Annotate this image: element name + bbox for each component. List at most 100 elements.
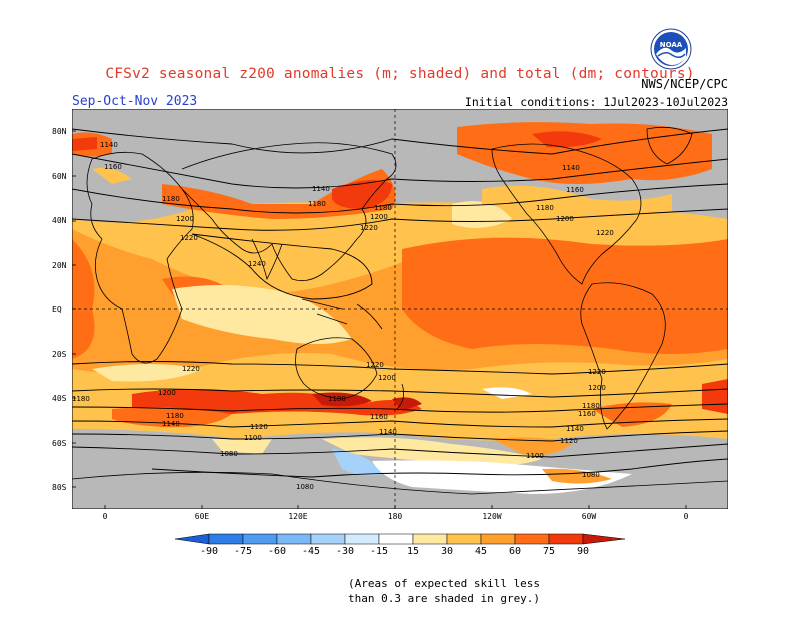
coastlines [72,126,728,495]
legend-swatch [446,533,482,545]
anomaly-15-region [92,201,512,382]
legend-label: -75 [233,546,253,557]
lat-label: 80S [52,483,67,492]
legend-label: 15 [406,546,420,557]
anomaly-nh-75-region [72,131,602,209]
lon-label: 0 [102,512,108,521]
contour-label: 1200 [378,374,396,382]
lat-label: 20S [52,350,67,359]
chart-title: CFSv2 seasonal z200 anomalies (m; shaded… [105,66,695,82]
skill-note-line: (Areas of expected skill less [348,577,541,590]
contour-label: 1160 [578,410,596,418]
lon-label: 120E [288,512,308,521]
contour-label: 1220 [360,224,378,232]
lon-label: 180 [387,512,403,521]
legend-label: -15 [369,546,389,557]
contour-label: 1240 [248,260,266,268]
contour-labels: 1140 1160 1180 1200 1220 1240 1140 1180 … [72,141,614,491]
legend-label: -45 [301,546,321,557]
contour-label: 1200 [176,215,194,223]
lat-label: 20N [52,261,67,270]
legend-swatch [514,533,550,545]
contour-label: 1220 [182,365,200,373]
lat-label: 80N [52,127,67,136]
skill-note: (Areas of expected skill less than 0.3 a… [348,576,548,606]
antarctic-white-region [372,387,632,494]
contour-label: 1220 [180,234,198,242]
contour-label: 1140 [100,141,118,149]
lon-label: 60W [581,512,597,521]
legend-label: -90 [199,546,219,557]
lon-label: 120W [482,512,502,521]
legend-label: 90 [576,546,590,557]
legend-swatch [378,533,414,545]
lat-label: EQ [52,305,62,314]
contour-label: 1180 [166,412,184,420]
anomaly-sh-60-region [112,402,672,428]
contour-label: 1120 [250,423,268,431]
anomaly-sh-15-region [212,437,542,466]
contour-label: 1200 [556,215,574,223]
contour-label: 1140 [379,428,397,436]
contour-label: 1180 [328,395,346,403]
contour-label: 1220 [366,361,384,369]
contour-label: 1140 [562,164,580,172]
contour-label: 1180 [72,395,90,403]
contour-label: 1160 [104,163,122,171]
legend-label: -30 [335,546,355,557]
legend-swatch [344,533,380,545]
lon-label: 0 [683,512,689,521]
color-legend [175,533,626,545]
contour-label: 1200 [158,389,176,397]
legend-label: 60 [508,546,522,557]
contour-label: 1180 [308,200,326,208]
legend-swatch [276,533,312,545]
legend-swatch [242,533,278,545]
contour-label: 1100 [526,452,544,460]
anomaly-sh-75-region [132,379,728,416]
legend-label: 45 [474,546,488,557]
contour-label: 1160 [566,186,584,194]
legend-swatch [480,533,516,545]
anomaly-map: 1140 1160 1180 1200 1220 1240 1140 1180 … [72,109,728,509]
contour-label: 1180 [536,204,554,212]
anomaly-sh-90-region [312,392,422,411]
initial-conditions-label: Initial conditions: 1Jul2023-10Jul2023 [464,95,728,109]
legend-swatch [582,533,626,545]
contour-label: 1140 [312,185,330,193]
contour-label: 1120 [560,437,578,445]
contour-label: 1200 [370,213,388,221]
height-contours [72,128,728,478]
axis-ticks [72,130,687,509]
anomaly-sh-45-region [492,437,612,484]
contour-label: 1220 [596,229,614,237]
legend-swatch [175,533,210,545]
lat-label: 60S [52,439,67,448]
contour-label: 1160 [370,413,388,421]
contour-label: 1200 [588,384,606,392]
contour-label: 1080 [296,483,314,491]
legend-label: -60 [267,546,287,557]
anomaly-sh-neg-region [332,449,382,476]
contour-label: 1100 [244,434,262,442]
legend-label: 75 [542,546,556,557]
contour-label: 1180 [374,204,392,212]
agency-label: NWS/NCEP/CPC [641,77,728,91]
anomaly-nh-30-region [92,167,672,219]
anomaly-60-region [72,237,728,359]
noaa-logo: NOAA [650,28,692,70]
legend-swatch [412,533,448,545]
legend-swatch [310,533,346,545]
lat-label: 40N [52,216,67,225]
lat-label: 60N [52,172,67,181]
legend-label: 30 [440,546,454,557]
contour-label: 1180 [582,402,600,410]
contour-label: 1140 [162,420,180,428]
lon-label: 60E [194,512,210,521]
legend-swatch [548,533,584,545]
contour-label: 1140 [566,425,584,433]
legend-swatch [208,533,244,545]
contour-label: 1080 [582,471,600,479]
contour-label: 1080 [220,450,238,458]
lat-label: 40S [52,394,67,403]
